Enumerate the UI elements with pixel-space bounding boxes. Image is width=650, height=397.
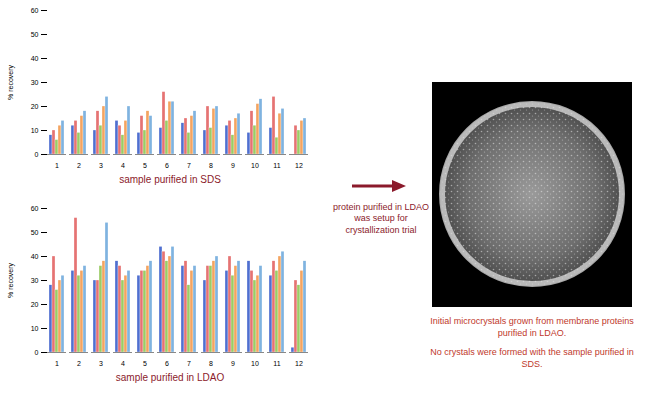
svg-text:6: 6: [165, 162, 169, 169]
svg-text:12: 12: [295, 162, 303, 169]
html-text:sample purified in SDS: sample purified in SDS: [119, 174, 221, 185]
svg-text:4: 4: [121, 360, 125, 367]
svg-text:8: 8: [209, 360, 213, 367]
svg-text:6: 6: [165, 360, 169, 367]
svg-text:60: 60: [31, 205, 39, 212]
svg-text:1: 1: [55, 162, 59, 169]
svg-text:4: 4: [121, 162, 125, 169]
svg-text:11: 11: [273, 162, 280, 169]
svg-text:0: 0: [35, 349, 39, 356]
svg-text:7: 7: [187, 360, 191, 367]
svg-text:7: 7: [187, 162, 191, 169]
svg-text:2: 2: [77, 360, 81, 367]
svg-text:50: 50: [31, 229, 39, 236]
svg-text:10: 10: [31, 325, 39, 332]
svg-text:20: 20: [31, 103, 39, 110]
svg-text:9: 9: [231, 162, 235, 169]
svg-text:30: 30: [31, 79, 39, 86]
svg-text:10: 10: [251, 162, 259, 169]
html-text:Initial microcrystals grown fr: Initial microcrystals grown from membran…: [430, 316, 634, 338]
svg-text:10: 10: [31, 127, 39, 134]
svg-text:1: 1: [55, 360, 59, 367]
svg-text:20: 20: [31, 301, 39, 308]
svg-text:% recovery: % recovery: [7, 64, 15, 100]
svg-text:3: 3: [99, 360, 103, 367]
svg-text:0: 0: [35, 151, 39, 158]
svg-text:8: 8: [209, 162, 213, 169]
svg-text:11: 11: [273, 360, 280, 367]
svg-text:60: 60: [31, 7, 39, 14]
svg-text:40: 40: [31, 253, 39, 260]
svg-text:3: 3: [99, 162, 103, 169]
html-text:sample purified in LDAO: sample purified in LDAO: [115, 372, 225, 383]
svg-text:5: 5: [143, 162, 147, 169]
svg-text:12: 12: [295, 360, 303, 367]
html-text:No crystals were formed with t: No crystals were formed with the sample …: [430, 347, 634, 370]
svg-text:40: 40: [31, 55, 39, 62]
svg-text:2: 2: [77, 162, 81, 169]
svg-text:5: 5: [143, 360, 147, 367]
svg-text:10: 10: [251, 360, 259, 367]
svg-text:50: 50: [31, 31, 39, 38]
svg-text:9: 9: [231, 360, 235, 367]
svg-text:% recovery: % recovery: [7, 262, 15, 298]
html-text:protein purified in LDAO was s: protein purified in LDAO was setup for c…: [333, 202, 429, 235]
svg-text:30: 30: [31, 277, 39, 284]
